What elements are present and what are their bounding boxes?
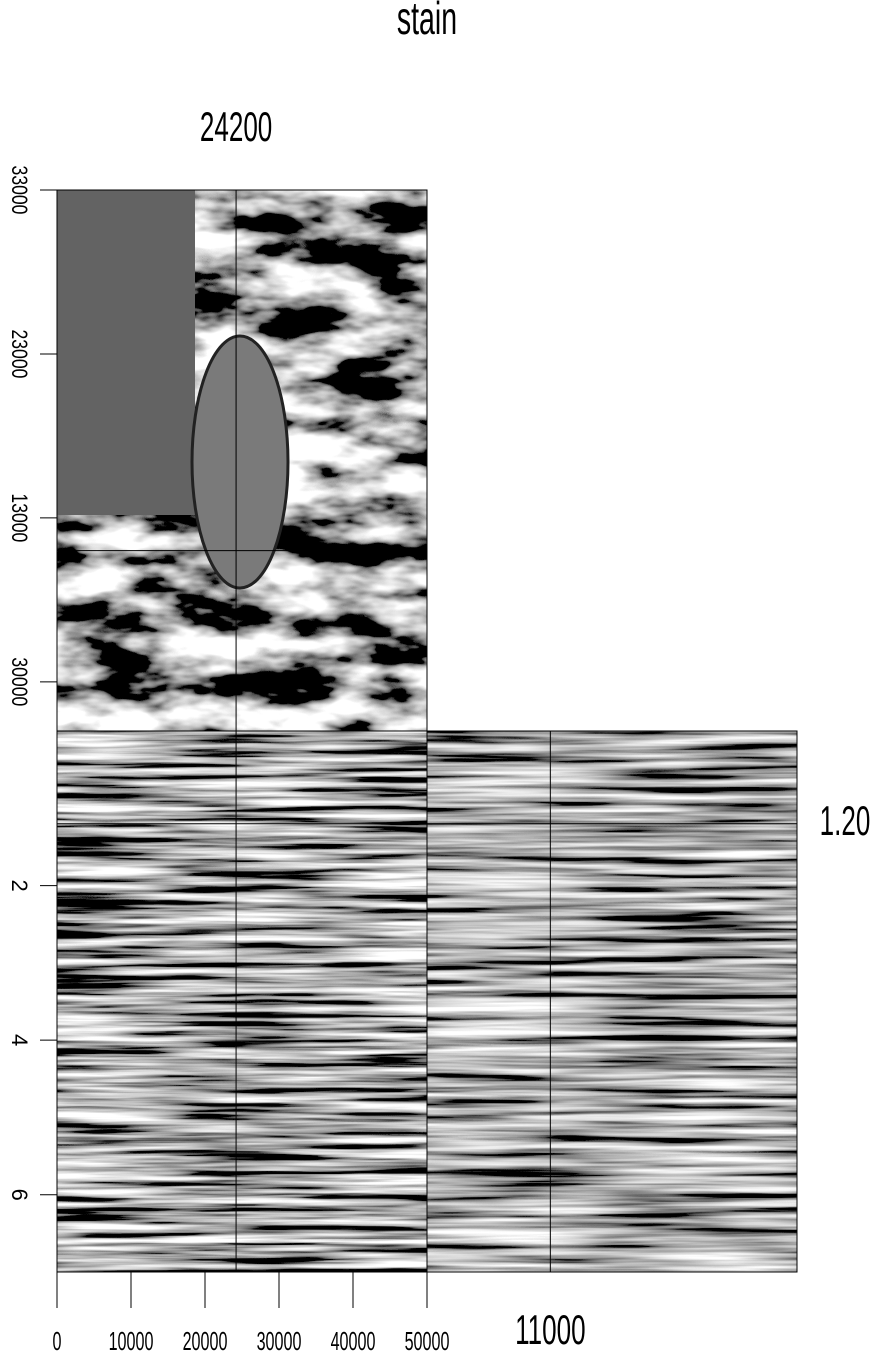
panel-frame xyxy=(426,730,798,1273)
x-tick-label: 20000 xyxy=(183,1326,228,1356)
y-tick-label: 33000 xyxy=(7,166,31,215)
inline-section-image xyxy=(57,731,427,1272)
y-tick-label: 23000 xyxy=(7,329,31,378)
y-tick-label: 30000 xyxy=(7,657,31,706)
y-tick-label: 6 xyxy=(7,1189,32,1201)
x-tick-label: 40000 xyxy=(331,1326,376,1356)
x-tick-label: 10000 xyxy=(109,1326,154,1356)
crossline-section-image xyxy=(427,731,797,1272)
y-tick-label: 2 xyxy=(7,879,32,891)
chart-title: stain xyxy=(397,0,457,45)
salt-body xyxy=(190,334,290,590)
t-slice-label: 1.20 xyxy=(820,798,871,845)
x-slice-label: 24200 xyxy=(200,104,272,151)
x-tick-label: 50000 xyxy=(405,1326,450,1356)
y-tick-label: 13000 xyxy=(7,493,31,542)
x-tick-label: 30000 xyxy=(257,1326,302,1356)
no-data-area xyxy=(57,190,195,515)
y-slice-label: 11000 xyxy=(515,1307,585,1354)
y-tick-label: 4 xyxy=(7,1034,32,1046)
x-tick-label: 0 xyxy=(53,1326,62,1356)
